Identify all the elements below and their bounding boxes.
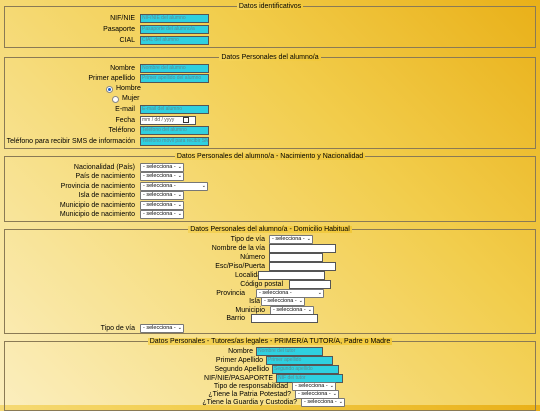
isla-label: Isla	[249, 298, 260, 305]
nif-input[interactable]: NIF/NIE del alumno	[140, 14, 209, 23]
nacionalidad-select[interactable]: - selecciona - ⌄	[140, 163, 184, 172]
patria-potestad-label: ¿Tiene la Patria Potestad?	[208, 391, 291, 398]
provincia-nacimiento-label: Provincia de nacimiento	[60, 183, 135, 190]
pasaporte-label: Pasaporte	[103, 26, 135, 33]
cial-input[interactable]: CIAL del alumno	[140, 36, 209, 45]
codigo-postal-input[interactable]	[289, 280, 331, 289]
tutor-apellido2-label: Segundo Apellido	[214, 366, 270, 373]
fieldset-datos-personales: Datos Personales del alumno/a Nombre Nom…	[4, 54, 536, 149]
hombre-label: Hombre	[116, 85, 141, 92]
mujer-radio[interactable]	[112, 96, 119, 103]
municipio-label: Municipio	[235, 307, 265, 314]
provincia-nacimiento-select[interactable]: - selecciona - ⌄	[140, 182, 208, 191]
numero-label: Número	[240, 254, 265, 261]
fecha-input[interactable]: mm / dd / yyyy	[140, 116, 196, 125]
email-input[interactable]: E-mail del alumno	[140, 105, 209, 114]
legend-tutores: Datos Personales - Tutores/as legales - …	[147, 338, 393, 345]
calendar-icon[interactable]	[183, 117, 189, 123]
fieldset-nacimiento: Datos Personales del alumno/a - Nacimien…	[4, 153, 536, 222]
municipio-nacimiento-select[interactable]: - selecciona - ⌄	[140, 201, 184, 210]
localidad-label: Localidad	[235, 272, 265, 279]
isla-nacimiento-label: Isla de nacimiento	[78, 192, 135, 199]
email-label: E-mail	[115, 106, 135, 113]
pais-nacimiento-label: País de nacimiento	[75, 173, 135, 180]
telefono-label: Teléfono	[108, 127, 135, 134]
nif-label: NIF/NIE	[110, 15, 135, 22]
tipo-via-select[interactable]: - selecciona - ⌄	[269, 235, 313, 244]
cial-label: CIAL	[119, 37, 135, 44]
numero-input[interactable]	[269, 253, 323, 262]
provincia-label: Provincia	[216, 290, 245, 297]
fieldset-domicilio: Datos Personales del alumno/a - Domicili…	[4, 226, 536, 334]
municipio-nacimiento-label-2: Municipio de nacimiento	[59, 211, 135, 218]
pais-nacimiento-select[interactable]: - selecciona - ⌄	[140, 172, 184, 181]
legend-datos-personales: Datos Personales del alumno/a	[219, 54, 321, 61]
isla-nacimiento-select[interactable]: - selecciona - ⌄	[140, 191, 184, 200]
fieldset-datos-identificativos: Datos identificativos NIF/NIE NIF/NIE de…	[4, 3, 536, 48]
legend-domicilio: Datos Personales del alumno/a - Domicili…	[188, 226, 352, 233]
guardia-custodia-select[interactable]: - selecciona - ⌄	[301, 398, 345, 407]
primer-apellido-input[interactable]: Primer apellido del alumno	[140, 74, 209, 83]
nombre-input[interactable]: Nombre del alumno	[140, 64, 209, 73]
esc-piso-puerta-input[interactable]	[269, 262, 336, 271]
tutor-apellido1-input[interactable]: Primer apellido	[266, 356, 333, 365]
legend-datos-identificativos: Datos identificativos	[236, 3, 304, 10]
legend-nacimiento: Datos Personales del alumno/a - Nacimien…	[174, 153, 366, 160]
localidad-input[interactable]	[258, 271, 325, 280]
guardia-custodia-label: ¿Tiene la Guardia y Custodia?	[202, 399, 297, 406]
nombre-via-label: Nombre de la vía	[211, 245, 265, 252]
nacionalidad-label: Nacionalidad (País)	[73, 164, 135, 171]
primer-apellido-label: Primer apellido	[88, 75, 135, 82]
nombre-via-input[interactable]	[269, 244, 336, 253]
mujer-label: Mujer	[122, 95, 140, 102]
tutor-nombre-label: Nombre	[228, 348, 253, 355]
isla-select[interactable]: - selecciona - ⌄	[261, 297, 305, 306]
sms-input[interactable]: Teléfono móvil para recibir SMS	[140, 137, 209, 146]
fecha-value: mm / dd / yyyy	[142, 117, 175, 123]
tutor-nif-label: NIF/NIE/PASAPORTE	[204, 375, 273, 382]
pasaporte-input[interactable]: Pasaporte del alumno/a	[140, 25, 209, 34]
sms-label: Teléfono para recibir SMS de información	[6, 138, 135, 145]
nombre-label: Nombre	[110, 65, 135, 72]
municipio-nacimiento-label: Municipio de nacimiento	[59, 202, 135, 209]
tipo-via-2-label: Tipo de vía	[100, 325, 135, 332]
barrio-label: Barrio	[226, 315, 245, 322]
tipo-via-label: Tipo de vía	[230, 236, 265, 243]
fieldset-tutores: Datos Personales - Tutores/as legales - …	[4, 338, 536, 411]
telefono-input[interactable]: Teléfono del alumno	[140, 126, 209, 135]
hombre-radio[interactable]	[106, 86, 113, 93]
barrio-input[interactable]	[251, 314, 318, 323]
tutor-nombre-input[interactable]: Nombre del tutor	[256, 347, 323, 356]
fecha-label: Fecha	[115, 117, 135, 124]
municipio-nacimiento-select-2[interactable]: - selecciona - ⌄	[140, 210, 184, 219]
tutor-apellido2-input[interactable]: Segundo apellido	[272, 365, 339, 374]
codigo-postal-label: Código postal	[240, 281, 283, 288]
esc-piso-puerta-label: Esc/Piso/Puerta	[215, 263, 265, 270]
tutor-apellido1-label: Primer Apellido	[215, 357, 263, 364]
tipo-via-2-select[interactable]: - selecciona - ⌄	[140, 324, 184, 333]
tipo-responsabilidad-label: Tipo de responsabilidad	[213, 383, 288, 390]
